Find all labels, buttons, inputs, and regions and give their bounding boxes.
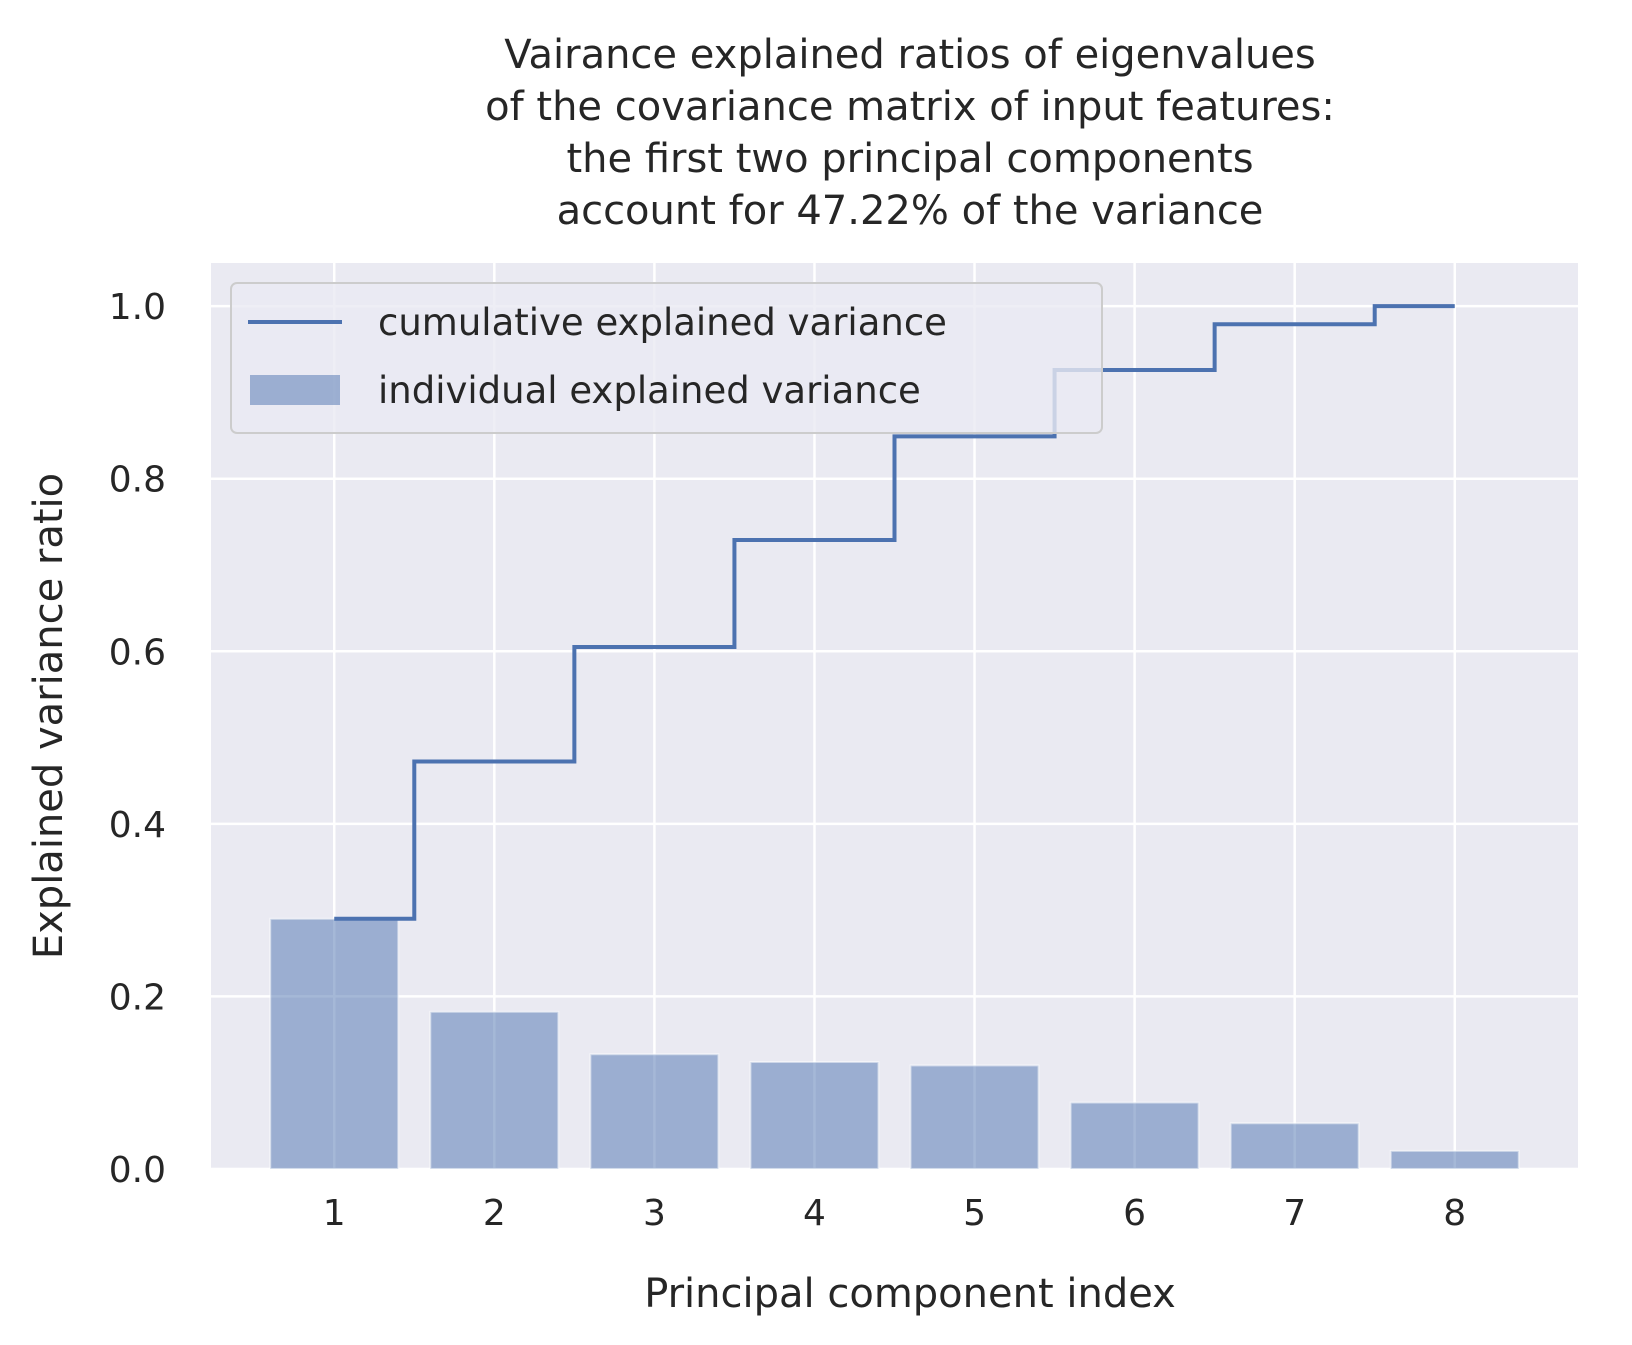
bar bbox=[429, 1010, 560, 1170]
bar bbox=[909, 1064, 1040, 1171]
title-line: the first two principal components bbox=[566, 136, 1253, 182]
y-tick-label: 1.0 bbox=[109, 287, 166, 328]
bar bbox=[1389, 1149, 1520, 1171]
title-line: of the covariance matrix of input featur… bbox=[485, 84, 1335, 130]
chart-title: Vairance explained ratios of eigenvalues… bbox=[485, 32, 1335, 234]
bar bbox=[1229, 1122, 1360, 1170]
bar bbox=[269, 917, 400, 1170]
title-line: account for 47.22% of the variance bbox=[557, 188, 1264, 234]
bar bbox=[589, 1053, 720, 1170]
x-tick-label: 7 bbox=[1283, 1193, 1306, 1234]
x-tick-label: 1 bbox=[323, 1193, 346, 1234]
x-tick-label: 5 bbox=[963, 1193, 986, 1234]
title-line: Vairance explained ratios of eigenvalues bbox=[504, 32, 1316, 78]
legend-bar-swatch bbox=[250, 375, 340, 405]
bars bbox=[269, 917, 1520, 1171]
x-tick-label: 8 bbox=[1443, 1193, 1466, 1234]
legend-label: individual explained variance bbox=[378, 369, 921, 412]
bar bbox=[749, 1061, 880, 1171]
y-tick-label: 0.4 bbox=[109, 805, 166, 846]
legend-label: cumulative explained variance bbox=[378, 301, 947, 344]
y-tick-label: 0.6 bbox=[109, 632, 166, 673]
x-tick-label: 4 bbox=[803, 1193, 826, 1234]
y-axis-ticks: 0.0 0.2 0.4 0.6 0.8 1.0 bbox=[109, 287, 166, 1191]
x-axis-label: Principal component index bbox=[644, 1271, 1176, 1317]
bar bbox=[1069, 1101, 1200, 1171]
step-line bbox=[334, 304, 1455, 921]
y-tick-label: 0.8 bbox=[109, 460, 166, 501]
cumulative-step-line bbox=[334, 304, 1455, 921]
legend: cumulative explained variance individual… bbox=[230, 282, 1103, 434]
y-tick-label: 0.0 bbox=[109, 1150, 166, 1191]
x-axis-ticks: 1 2 3 4 5 6 7 8 bbox=[323, 1193, 1466, 1234]
x-tick-label: 6 bbox=[1123, 1193, 1146, 1234]
y-axis-label: Explained variance ratio bbox=[26, 473, 72, 959]
legend-frame bbox=[230, 282, 1103, 434]
x-tick-label: 2 bbox=[483, 1193, 506, 1234]
y-tick-label: 0.2 bbox=[109, 977, 166, 1018]
x-tick-label: 3 bbox=[643, 1193, 666, 1234]
